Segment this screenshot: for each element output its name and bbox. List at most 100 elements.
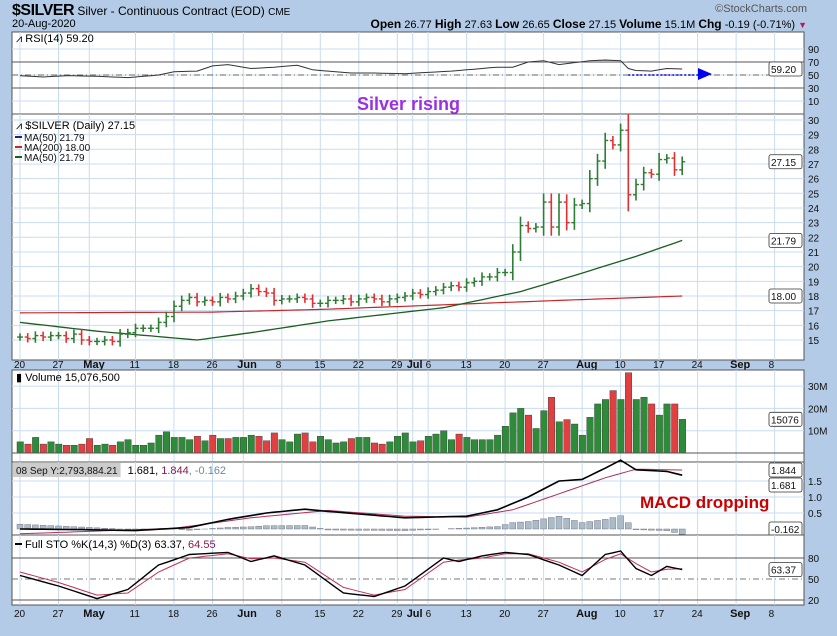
volume-bar — [70, 444, 78, 454]
volume-bar — [47, 441, 55, 454]
date-axis-label-bottom: 27 — [53, 609, 65, 620]
volume-bar — [440, 430, 448, 454]
macd-tick-label: 1.5 — [808, 477, 822, 488]
date-axis-label-bottom: Aug — [576, 608, 597, 620]
stochastic-k-line — [19, 550, 683, 600]
macd-histogram-bar — [347, 528, 355, 531]
volume-bar — [448, 439, 455, 454]
volume-bar — [501, 426, 509, 454]
stochastic-last-value-box — [768, 562, 803, 578]
stochastic-tick-label: 20 — [808, 596, 820, 607]
macd-histogram-bar — [671, 528, 678, 533]
date-axis-label: 22 — [353, 360, 365, 371]
macd-histogram-bar — [602, 519, 609, 530]
date-axis-label-bottom: 8 — [276, 609, 282, 620]
volume-bar — [193, 436, 201, 454]
price-bar — [633, 178, 639, 201]
price-bar — [440, 282, 447, 295]
volume-legend: ▮ Volume 15,076,500 — [16, 372, 120, 384]
volume-bar — [24, 443, 32, 454]
price-tick-label: 26 — [808, 175, 820, 186]
volume-bar — [224, 438, 232, 454]
macd-histogram-bar — [571, 520, 578, 530]
silver-rising-annotation: Silver rising — [357, 94, 460, 114]
volume-bar — [32, 437, 40, 454]
volume-bar — [586, 417, 594, 454]
macd-last-value: 1.681 — [771, 481, 796, 492]
price-bar — [248, 284, 254, 298]
rsi-tick-label: 90 — [808, 45, 820, 56]
macd-signal-last-value-box — [768, 462, 803, 478]
chg-label: Chg — [698, 17, 722, 31]
macd-histogram-bar — [632, 528, 640, 530]
date-axis-label: May — [83, 359, 105, 371]
macd-histogram-bar — [247, 526, 255, 530]
date-axis-label-bottom: 15 — [314, 609, 326, 620]
price-bar — [124, 328, 131, 339]
date-axis-label: 24 — [692, 360, 704, 371]
macd-histogram-bar — [263, 525, 270, 530]
price-bar — [571, 197, 578, 230]
volume-bar — [455, 433, 463, 454]
volume-bar — [571, 423, 579, 454]
price-bar — [432, 286, 439, 296]
volume-bar — [309, 441, 317, 454]
macd-histogram-bar — [78, 526, 85, 530]
volume-bar — [432, 433, 440, 454]
volume-bar — [594, 403, 602, 454]
stochastic-panel — [11, 534, 805, 606]
macd-histogram-bar — [679, 528, 686, 535]
ma200-last-value: 18.00 — [771, 292, 796, 303]
price-tick-label: 27 — [808, 160, 820, 171]
macd-histogram-bar — [186, 528, 193, 531]
macd-histogram-bar — [494, 526, 501, 530]
macd-histogram-bar — [286, 525, 293, 530]
volume-bar — [340, 441, 348, 454]
date-axis-label: Jun — [237, 359, 257, 371]
price-bar — [463, 278, 470, 292]
date-axis-label-bottom: 26 — [207, 609, 219, 620]
chg-value: -0.19 (-0.71%) — [724, 19, 796, 31]
date-axis-label: 8 — [769, 360, 775, 371]
macd-histogram-bar — [663, 528, 670, 531]
date-axis-label-bottom: Jun — [237, 608, 257, 620]
price-bar — [563, 194, 570, 231]
volume-bar — [78, 443, 86, 454]
volume-bar — [186, 439, 194, 454]
price-bar — [471, 277, 478, 287]
volume-bar — [494, 434, 502, 454]
date-axis-label-bottom: Sep — [730, 608, 750, 620]
date-axis-label-bottom: 13 — [461, 609, 473, 620]
price-tick-label: 24 — [808, 204, 820, 215]
macd-histogram-bar — [517, 521, 524, 530]
close-label: Close — [552, 17, 586, 31]
macd-tick-label: 0.5 — [808, 509, 822, 520]
volume-bar — [163, 431, 171, 454]
volume-bar — [55, 443, 63, 454]
price-bar — [532, 223, 539, 233]
volume-bar — [517, 408, 525, 454]
macd-histogram-bar — [240, 526, 247, 530]
arrow-head-icon — [698, 68, 712, 80]
volume-bar — [93, 444, 101, 454]
rsi-tick-label: 30 — [808, 84, 820, 95]
macd-histogram-bar — [501, 524, 509, 530]
price-bar — [209, 296, 216, 306]
date-axis-label: 11 — [130, 360, 141, 371]
price-bar — [309, 294, 316, 308]
date-axis-label-bottom: 22 — [353, 609, 365, 620]
date-axis-label-bottom: 24 — [692, 609, 704, 620]
date-axis-label: 10 — [615, 360, 627, 371]
macd-histogram-bar — [594, 520, 601, 530]
volume-bar — [648, 403, 656, 454]
price-tick-label: 17 — [808, 307, 820, 318]
price-bar — [517, 216, 524, 261]
date-axis-label: 13 — [461, 360, 473, 371]
macd-signal-last-value: 1.844 — [771, 466, 796, 477]
macd-histogram-bar — [278, 525, 285, 530]
volume-bar — [178, 437, 186, 454]
price-bar — [55, 331, 62, 340]
price-bar — [301, 293, 308, 303]
volume-bar — [463, 437, 471, 454]
